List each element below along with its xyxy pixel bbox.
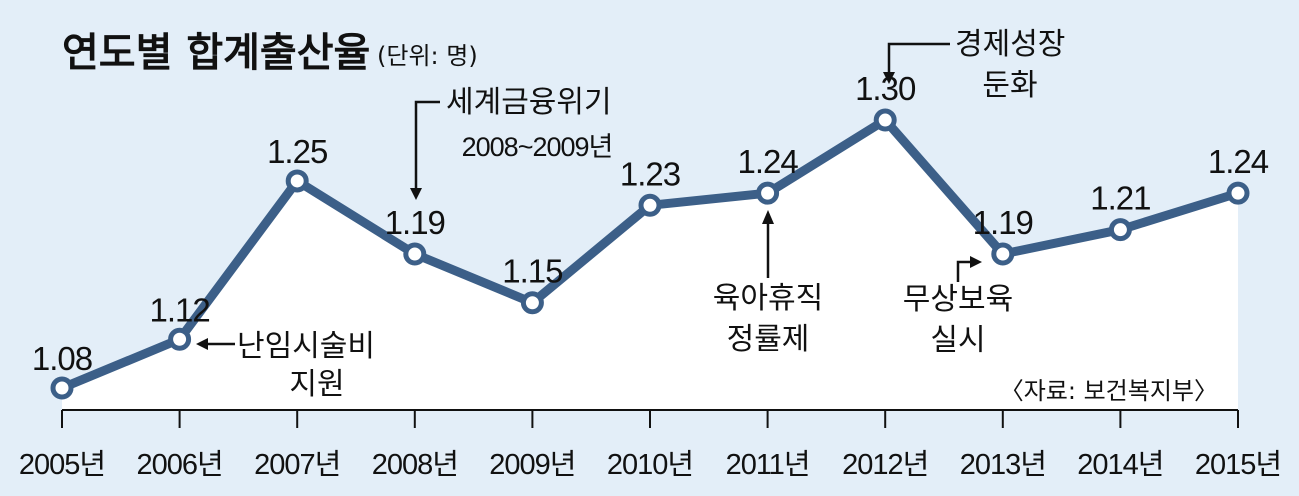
annotation-2006-line2: 지원 (289, 367, 344, 402)
x-tick-label: 2012년 (842, 449, 928, 481)
annotation-arrow (887, 42, 950, 74)
annotation-arrowhead (762, 210, 774, 224)
x-tick-label: 2008년 (372, 449, 458, 481)
data-label: 1.12 (149, 291, 209, 328)
data-point-marker (403, 242, 427, 266)
annotation-arrow (956, 260, 972, 282)
data-label: 1.19 (973, 204, 1033, 241)
annotation-2008-line1: 세계금융위기 (446, 85, 612, 120)
x-tick-label: 2005년 (19, 449, 105, 481)
data-point-marker (520, 291, 544, 315)
data-point-markers (50, 108, 1250, 400)
data-label: 1.24 (737, 143, 798, 180)
annotation-2012-line1: 경제성장 (955, 27, 1065, 62)
annotation-arrows (196, 42, 982, 350)
data-label: 1.24 (1208, 143, 1269, 180)
x-tick-label: 2014년 (1077, 449, 1163, 481)
annotations: 난임시술비 지원 세계금융위기 2008~2009년 육아휴직 정률제 경제성장… (237, 27, 1065, 402)
data-label: 1.19 (385, 204, 445, 241)
annotation-2013-line2: 실시 (930, 323, 985, 358)
x-tick-label: 2006년 (136, 449, 222, 481)
data-point-marker (991, 242, 1015, 266)
annotation-arrowhead (196, 338, 208, 350)
data-point-marker (638, 193, 662, 217)
annotation-2011-line1: 육아휴직 (713, 281, 823, 316)
source-note: 〈자료: 보건복지부〉 (1000, 377, 1218, 405)
data-label: 1.25 (267, 133, 327, 170)
data-point-marker (873, 108, 897, 132)
x-tick-label: 2015년 (1195, 449, 1281, 481)
x-tick-label: 2010년 (607, 449, 693, 481)
data-point-marker (1108, 218, 1132, 242)
x-tick-label: 2011년 (726, 449, 810, 481)
data-label: 1.30 (855, 70, 916, 107)
annotation-2011-line2: 정률제 (727, 322, 810, 357)
x-tick-label: 2009년 (489, 449, 575, 481)
x-tick-label: 2013년 (960, 449, 1046, 481)
data-labels: 1.08 1.12 1.25 1.19 1.15 1.23 1.24 1.30 1.19 1.21… (32, 70, 1270, 377)
data-point-marker (756, 181, 780, 205)
annotation-arrowhead (883, 72, 895, 84)
annotation-arrowhead (410, 188, 422, 200)
annotation-2008-line2: 2008~2009년 (462, 132, 613, 162)
chart-title: 연도별 합계출산율 (62, 30, 370, 76)
data-label: 1.15 (502, 253, 562, 290)
data-point-marker (168, 327, 192, 351)
x-tick-label: 2007년 (254, 449, 340, 481)
data-label: 1.08 (32, 340, 92, 377)
annotation-2013-line1: 무상보육 (903, 282, 1013, 317)
data-point-marker (50, 376, 74, 400)
x-axis-ticks (61, 410, 1239, 428)
data-point-marker (1226, 181, 1250, 205)
annotation-2012-line2: 둔화 (982, 68, 1037, 103)
data-label: 1.23 (620, 155, 680, 192)
unit-note: (단위: 명) (377, 42, 478, 70)
data-label: 1.21 (1090, 180, 1150, 217)
x-axis-tick-labels: 2005년 2006년 2007년 2008년 2009년 2010년 2011년 2012년… (19, 449, 1282, 481)
annotation-arrowhead (970, 256, 982, 268)
annotation-2006-line1: 난임시술비 (237, 329, 375, 364)
data-point-marker (285, 169, 309, 193)
annotation-arrow (414, 100, 440, 190)
